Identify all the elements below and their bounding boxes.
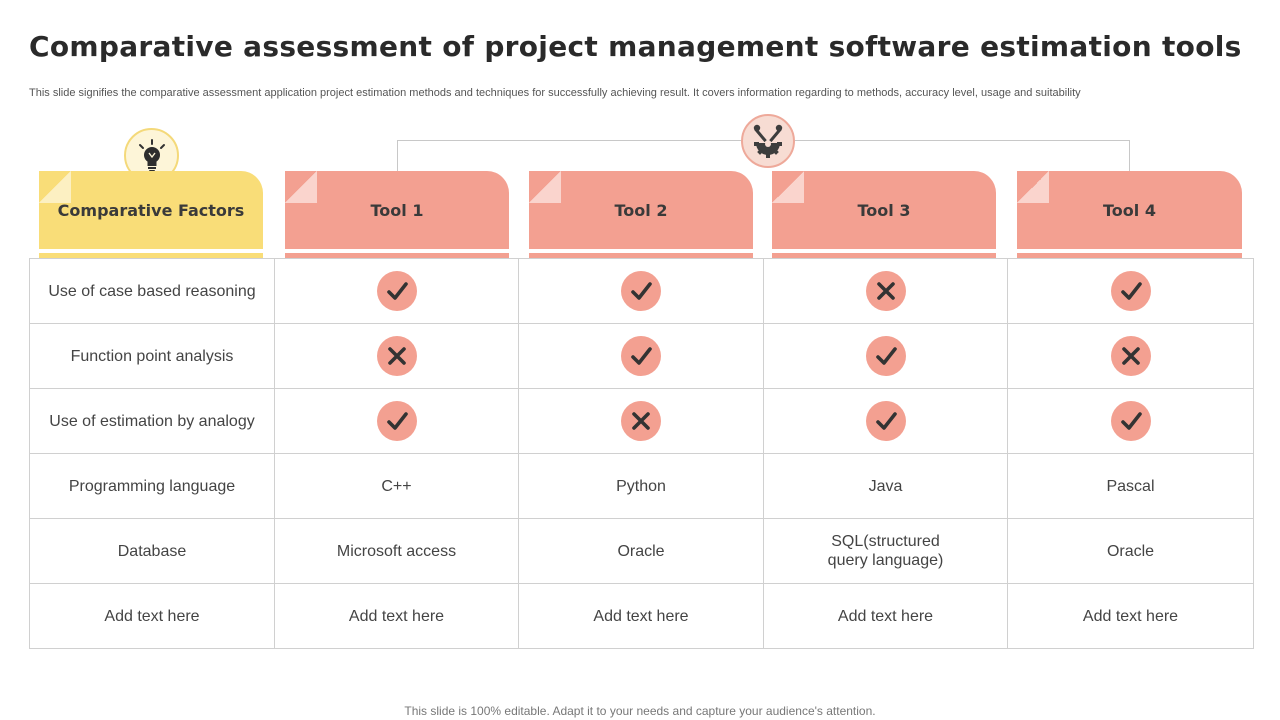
table-row: Database Microsoft access Oracle SQL(struct… [29, 518, 1254, 584]
cross-icon [865, 271, 906, 311]
mark-cell [274, 258, 519, 324]
cell-text: Add text here [837, 607, 934, 625]
table-row: Add text here Add text here Add text here A… [29, 583, 1254, 649]
table-row: Function point analysis [29, 323, 1254, 389]
cell-text: Add text here [1082, 607, 1179, 625]
cell-text: SQL(structured query language) [827, 533, 944, 569]
header-tool-2: Tool 2 [529, 171, 753, 249]
gear-tools-icon [741, 114, 795, 168]
slide-footer: This slide is 100% editable. Adapt it to… [404, 704, 876, 718]
value-cell: Python [518, 453, 764, 519]
cell-text: Add text here [348, 607, 445, 625]
value-cell: Add text here [518, 583, 764, 649]
mark-cell [1007, 323, 1254, 389]
value-cell: C++ [274, 453, 519, 519]
check-icon [621, 271, 661, 311]
check-icon [1110, 401, 1151, 441]
check-icon [1110, 271, 1151, 311]
cross-icon [621, 401, 661, 441]
value-cell: SQL(structured query language) [763, 518, 1008, 584]
mark-cell [518, 258, 764, 324]
check-icon [865, 336, 906, 376]
header-label: Tool 4 [1103, 200, 1156, 220]
factor-cell: Add text here [29, 583, 275, 649]
header-label: Tool 2 [614, 200, 668, 220]
mark-cell [763, 258, 1008, 324]
slide-subtitle: This slide signifies the comparative ass… [29, 87, 1081, 99]
value-cell: Oracle [1007, 518, 1254, 584]
cell-text: Add text here [593, 607, 689, 625]
value-cell: Java [763, 453, 1008, 519]
cell-text: Python [616, 477, 666, 495]
factor-cell: Use of case based reasoning [29, 258, 275, 324]
check-icon [376, 401, 417, 441]
cell-text: C++ [381, 477, 412, 495]
header-tool-1: Tool 1 [285, 171, 509, 249]
mark-cell [1007, 388, 1254, 454]
header-strip [772, 253, 996, 258]
check-icon [621, 336, 661, 376]
header-label: Comparative Factors [57, 200, 245, 220]
header-tool-3: Tool 3 [772, 171, 996, 249]
check-icon [376, 271, 417, 311]
header-strip [39, 253, 263, 258]
mark-cell [1007, 258, 1254, 324]
mark-cell [763, 388, 1008, 454]
cross-icon [1110, 336, 1151, 376]
header-label: Tool 3 [857, 200, 911, 220]
table-row: Use of estimation by analogy [29, 388, 1254, 454]
table-row: Programming language C++ Python Java Pascal [29, 453, 1254, 519]
header-tool-4: Tool 4 [1017, 171, 1242, 249]
check-icon [865, 401, 906, 441]
value-cell: Microsoft access [274, 518, 519, 584]
value-cell: Pascal [1007, 453, 1254, 519]
value-cell: Add text here [274, 583, 519, 649]
mark-cell [518, 323, 764, 389]
factor-cell: Database [29, 518, 275, 584]
header-comparative-factors: Comparative Factors [39, 171, 263, 249]
cell-text: Oracle [617, 542, 665, 560]
mark-cell [518, 388, 764, 454]
mark-cell [763, 323, 1008, 389]
header-strip [529, 253, 753, 258]
cell-text: Microsoft access [336, 542, 457, 560]
header-label: Tool 1 [370, 200, 424, 220]
value-cell: Add text here [1007, 583, 1254, 649]
header-strip [1017, 253, 1242, 258]
factor-cell: Use of estimation by analogy [29, 388, 275, 454]
header-strip [285, 253, 509, 258]
table-row: Use of case based reasoning [29, 258, 1254, 324]
factor-cell: Function point analysis [29, 323, 275, 389]
comparison-table: Use of case based reasoning Function poin… [29, 258, 1254, 649]
cross-icon [376, 336, 417, 376]
cell-text: Oracle [1106, 542, 1155, 560]
slide-title: Comparative assessment of project manage… [29, 30, 1242, 63]
value-cell: Oracle [518, 518, 764, 584]
value-cell: Add text here [763, 583, 1008, 649]
cell-text: Java [868, 477, 903, 495]
factor-cell: Programming language [29, 453, 275, 519]
mark-cell [274, 323, 519, 389]
cell-text: Pascal [1106, 477, 1155, 495]
mark-cell [274, 388, 519, 454]
